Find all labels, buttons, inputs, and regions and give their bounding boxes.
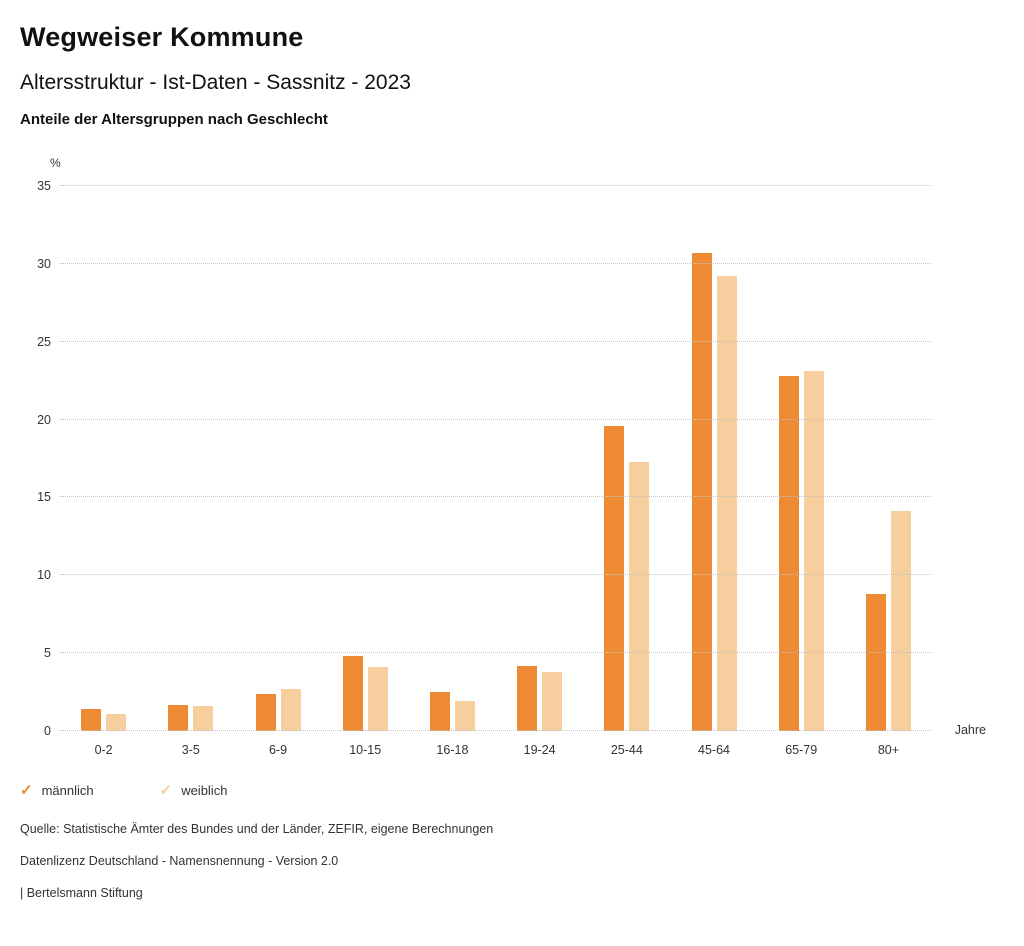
bar-group bbox=[322, 186, 409, 731]
footer: Quelle: Statistische Ämter des Bundes un… bbox=[20, 822, 1004, 900]
bar-weiblich bbox=[716, 276, 737, 731]
x-tick-label: 0-2 bbox=[94, 743, 113, 757]
gridline bbox=[60, 340, 932, 342]
bar-weiblich bbox=[367, 667, 388, 731]
x-tick-label: 10-15 bbox=[349, 743, 382, 757]
bar-weiblich bbox=[890, 511, 911, 731]
y-tick-label: 25 bbox=[37, 334, 51, 349]
page-subtitle: Altersstruktur - Ist-Daten - Sassnitz - … bbox=[20, 71, 411, 94]
bar-weiblich bbox=[542, 671, 563, 731]
bar-group bbox=[758, 186, 845, 731]
check-icon: ✓ bbox=[20, 782, 33, 799]
bar-weiblich bbox=[106, 713, 127, 731]
x-tick-label: 3-5 bbox=[181, 743, 200, 757]
y-tick-label: 20 bbox=[37, 412, 51, 427]
y-tick-label: 30 bbox=[37, 256, 51, 271]
bar-group bbox=[60, 186, 147, 731]
chart-title: Anteile der Altersgruppen nach Geschlech… bbox=[20, 111, 328, 128]
gridline bbox=[60, 418, 932, 420]
bar-group bbox=[670, 186, 757, 731]
y-tick-label: 35 bbox=[37, 179, 51, 193]
y-tick-label: 5 bbox=[44, 646, 51, 661]
gridline bbox=[60, 574, 932, 576]
gridline bbox=[60, 185, 932, 186]
chart-legend: ✓ männlich ✓ weiblich bbox=[20, 783, 1004, 798]
gridline bbox=[60, 496, 932, 498]
bar-maennlich bbox=[168, 704, 189, 731]
bar-maennlich bbox=[429, 692, 450, 731]
bar-weiblich bbox=[454, 701, 475, 731]
source-note: Quelle: Statistische Ämter des Bundes un… bbox=[20, 822, 494, 836]
gridline bbox=[60, 652, 932, 654]
gridline bbox=[60, 262, 932, 264]
bar-weiblich bbox=[193, 706, 214, 731]
bar-group bbox=[147, 186, 234, 731]
y-tick-label: 10 bbox=[37, 568, 51, 583]
bar-maennlich bbox=[778, 375, 799, 731]
chart: % 0 5 10 15 20 25 30 35 0-2 3-5 6-9 10-15 16-18 19-2… bbox=[20, 156, 990, 757]
bar-group bbox=[845, 186, 932, 731]
page: Wegweiser Kommune Altersstruktur - Ist-D… bbox=[20, 22, 1004, 900]
x-tick-label: 45-64 bbox=[698, 743, 731, 757]
legend-label: männlich bbox=[41, 783, 94, 798]
x-axis: 0-2 3-5 6-9 10-15 16-18 19-24 25-44 45-64 65-79 8… bbox=[60, 731, 932, 757]
check-icon: ✓ bbox=[159, 782, 173, 799]
bar-groups bbox=[60, 186, 932, 731]
y-axis-unit-label: % bbox=[50, 156, 61, 170]
bar-maennlich bbox=[604, 425, 625, 731]
bar-weiblich bbox=[280, 688, 301, 731]
bar-maennlich bbox=[255, 693, 276, 731]
bar-group bbox=[583, 186, 670, 731]
legend-label: weiblich bbox=[181, 783, 228, 798]
bar-maennlich bbox=[517, 665, 538, 731]
x-axis-unit-label: Jahre bbox=[954, 723, 986, 737]
bar-group bbox=[409, 186, 496, 731]
x-tick-label: 19-24 bbox=[523, 743, 556, 757]
bar-weiblich bbox=[803, 371, 824, 731]
y-tick-label: 0 bbox=[44, 724, 51, 738]
x-tick-label: 16-18 bbox=[436, 743, 469, 757]
gridline bbox=[60, 730, 932, 731]
attribution-note: | Bertelsmann Stiftung bbox=[20, 886, 143, 900]
x-tick-label: 6-9 bbox=[268, 743, 288, 757]
bar-weiblich bbox=[629, 461, 650, 731]
x-tick-label: 80+ bbox=[877, 743, 900, 757]
x-tick-label: 65-79 bbox=[785, 743, 818, 757]
bar-maennlich bbox=[342, 656, 363, 731]
bar-maennlich bbox=[865, 593, 886, 731]
license-note: Datenlizenz Deutschland - Namensnennung … bbox=[20, 854, 339, 868]
bar-group bbox=[496, 186, 583, 731]
x-tick-label: 25-44 bbox=[610, 743, 643, 757]
plot-area: 0 5 10 15 20 25 30 35 bbox=[37, 179, 932, 738]
legend-item-maennlich[interactable]: ✓ männlich bbox=[20, 783, 94, 798]
page-title: Wegweiser Kommune bbox=[20, 22, 304, 52]
bar-maennlich bbox=[691, 252, 712, 731]
legend-item-weiblich[interactable]: ✓ weiblich bbox=[160, 783, 228, 798]
bar-maennlich bbox=[81, 709, 102, 731]
bar-group bbox=[234, 186, 321, 731]
y-tick-label: 15 bbox=[37, 490, 51, 505]
